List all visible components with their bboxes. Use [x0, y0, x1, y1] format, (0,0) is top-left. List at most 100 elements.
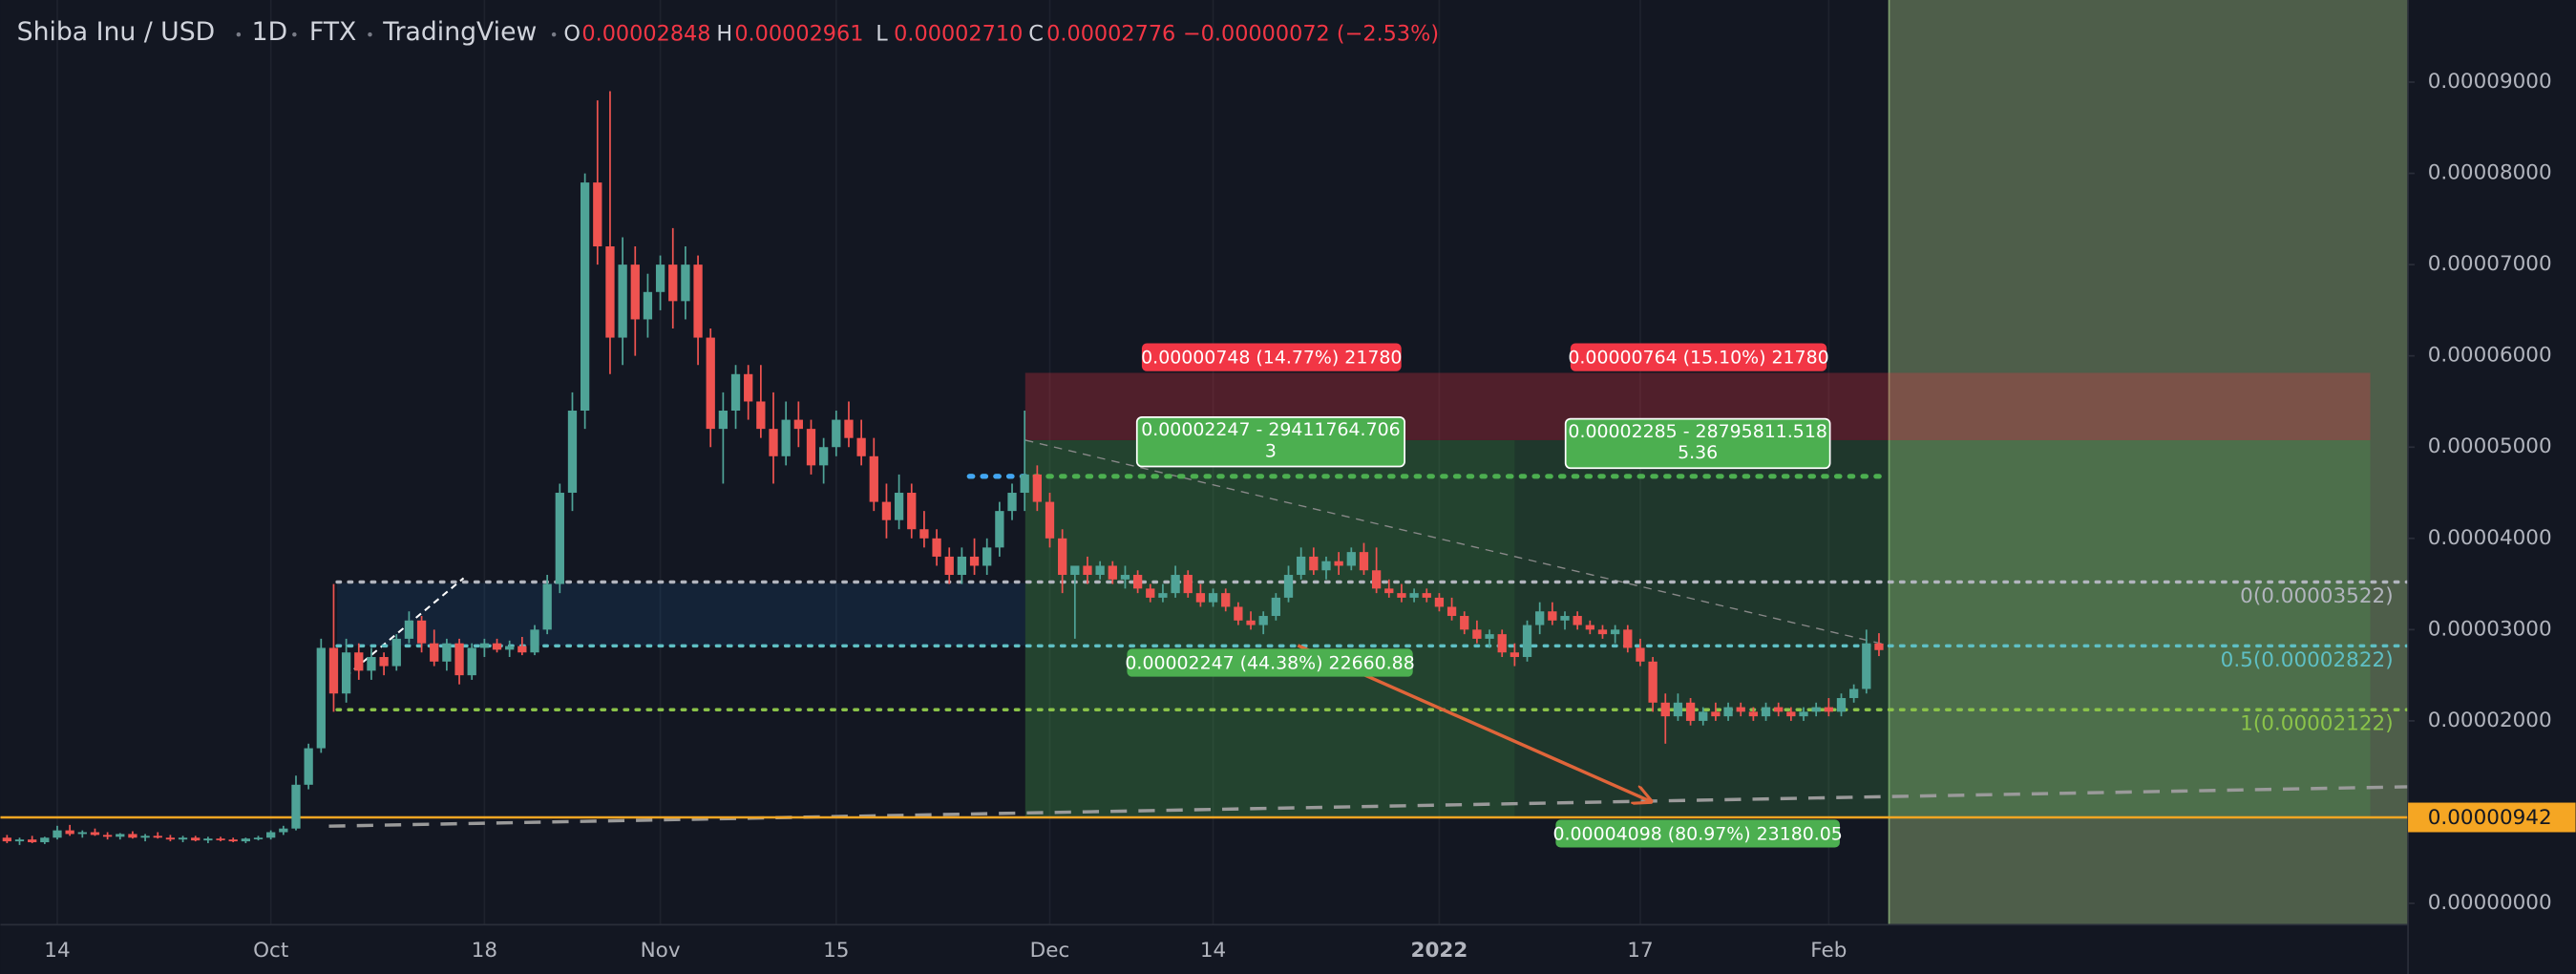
candle-body	[241, 838, 251, 842]
trend-line	[328, 785, 2409, 828]
candle-body	[1485, 634, 1494, 639]
candle-body	[430, 643, 439, 662]
candle-body	[1824, 707, 1833, 712]
candle-body	[832, 419, 841, 448]
candle-body	[2, 837, 11, 842]
ohlc-letter: O	[563, 22, 581, 47]
annotation-box	[1564, 417, 1831, 470]
candle-body	[1648, 661, 1658, 703]
candle-body	[1171, 575, 1180, 594]
highlight-region	[1889, 0, 2409, 925]
fib-label: 0(0.00003522)	[2240, 584, 2393, 608]
candles	[2, 91, 1884, 845]
change: −0.00000072 (−2.53%)	[1183, 22, 1439, 47]
y-tick-label: 0.00005000	[2428, 434, 2552, 458]
candle-body	[718, 411, 728, 430]
candle-body	[894, 493, 904, 520]
y-tick-label: 0.00009000	[2428, 70, 2552, 94]
candle-body	[165, 837, 176, 840]
candle-body	[1334, 561, 1343, 566]
candle-body	[77, 832, 87, 835]
candle-body	[869, 455, 878, 502]
candle-body	[844, 419, 854, 438]
candle-body	[467, 647, 476, 676]
y-tick-label: 0.00004000	[2428, 526, 2552, 550]
candle-body	[1636, 647, 1645, 662]
candle-body	[1699, 711, 1708, 721]
x-tick-label: Dec	[1030, 939, 1070, 963]
candle-body	[1384, 588, 1394, 594]
separator	[551, 32, 557, 37]
candle-body	[90, 832, 100, 836]
y-tick-label: 0.00008000	[2428, 161, 2552, 185]
candle-body	[1522, 625, 1532, 658]
candle-body	[1208, 593, 1218, 603]
candle-body	[756, 401, 766, 430]
candle-body	[116, 834, 125, 837]
candle-body	[203, 838, 213, 841]
candle-body	[580, 182, 590, 412]
candle-body	[178, 837, 188, 840]
x-tick-label: Oct	[253, 939, 288, 963]
candle-body	[1711, 711, 1721, 717]
candle-body	[681, 265, 690, 302]
candle-body	[1685, 702, 1696, 721]
annotation-box	[1135, 416, 1405, 468]
header: Shiba Inu / USD 1D FTX TradingView O 0.000028…	[17, 17, 1439, 47]
fib-zone	[337, 582, 1025, 646]
candle-body	[442, 643, 452, 662]
candle-body	[279, 828, 288, 833]
candle-body	[266, 832, 276, 838]
candle-body	[706, 337, 715, 430]
candle-body	[1573, 616, 1582, 625]
candle-body	[1623, 629, 1633, 648]
x-tick-label: 2022	[1410, 939, 1467, 963]
candle-body	[1673, 702, 1683, 717]
candle-body	[630, 265, 640, 320]
candle-body	[1397, 593, 1406, 598]
candle-body	[28, 839, 37, 843]
x-tick-label: 15	[823, 939, 849, 963]
candle-body	[567, 411, 578, 494]
candle-body	[1146, 588, 1155, 598]
annotation-label: 0.00002285 - 28795811.518	[1568, 421, 1826, 442]
candle-body	[995, 511, 1004, 548]
candle-body	[65, 830, 74, 835]
candle-body	[454, 643, 464, 676]
candle-body	[1560, 616, 1570, 621]
ohlc-value: 0.00002961	[734, 22, 863, 47]
candle-body	[1158, 593, 1168, 598]
candle-body	[1597, 629, 1608, 635]
ohlc-letter: L	[876, 22, 888, 47]
ohlc-letter: C	[1028, 22, 1044, 47]
candle-body	[806, 429, 816, 466]
candle-body	[555, 493, 564, 584]
y-tick-label: 0.00002000	[2428, 709, 2552, 732]
candle-body	[1434, 597, 1445, 607]
candle-body	[304, 748, 313, 785]
candle-body	[153, 836, 162, 838]
candle-body	[492, 643, 502, 650]
candle-body	[1736, 707, 1745, 712]
candle-body	[253, 837, 264, 839]
candle-body	[957, 556, 967, 576]
candle-body	[618, 265, 627, 338]
header-text: FTX	[309, 17, 356, 47]
candle-body	[1095, 565, 1105, 576]
candle-body	[328, 647, 339, 694]
candle-body	[1083, 565, 1092, 576]
candle-body	[1811, 707, 1821, 712]
candle-body	[216, 838, 225, 840]
x-tick-label: 14	[1200, 939, 1226, 963]
candle-body	[881, 501, 892, 520]
separator	[292, 32, 297, 37]
candle-body	[982, 547, 992, 566]
y-tick-label: 0.00006000	[2428, 344, 2552, 368]
candle-body	[1346, 552, 1356, 566]
drawings	[328, 0, 2409, 925]
candle-body	[1786, 711, 1796, 717]
candle-body	[1234, 606, 1243, 621]
candle-body	[316, 647, 326, 749]
candle-body	[605, 246, 615, 338]
candle-body	[1058, 538, 1067, 576]
